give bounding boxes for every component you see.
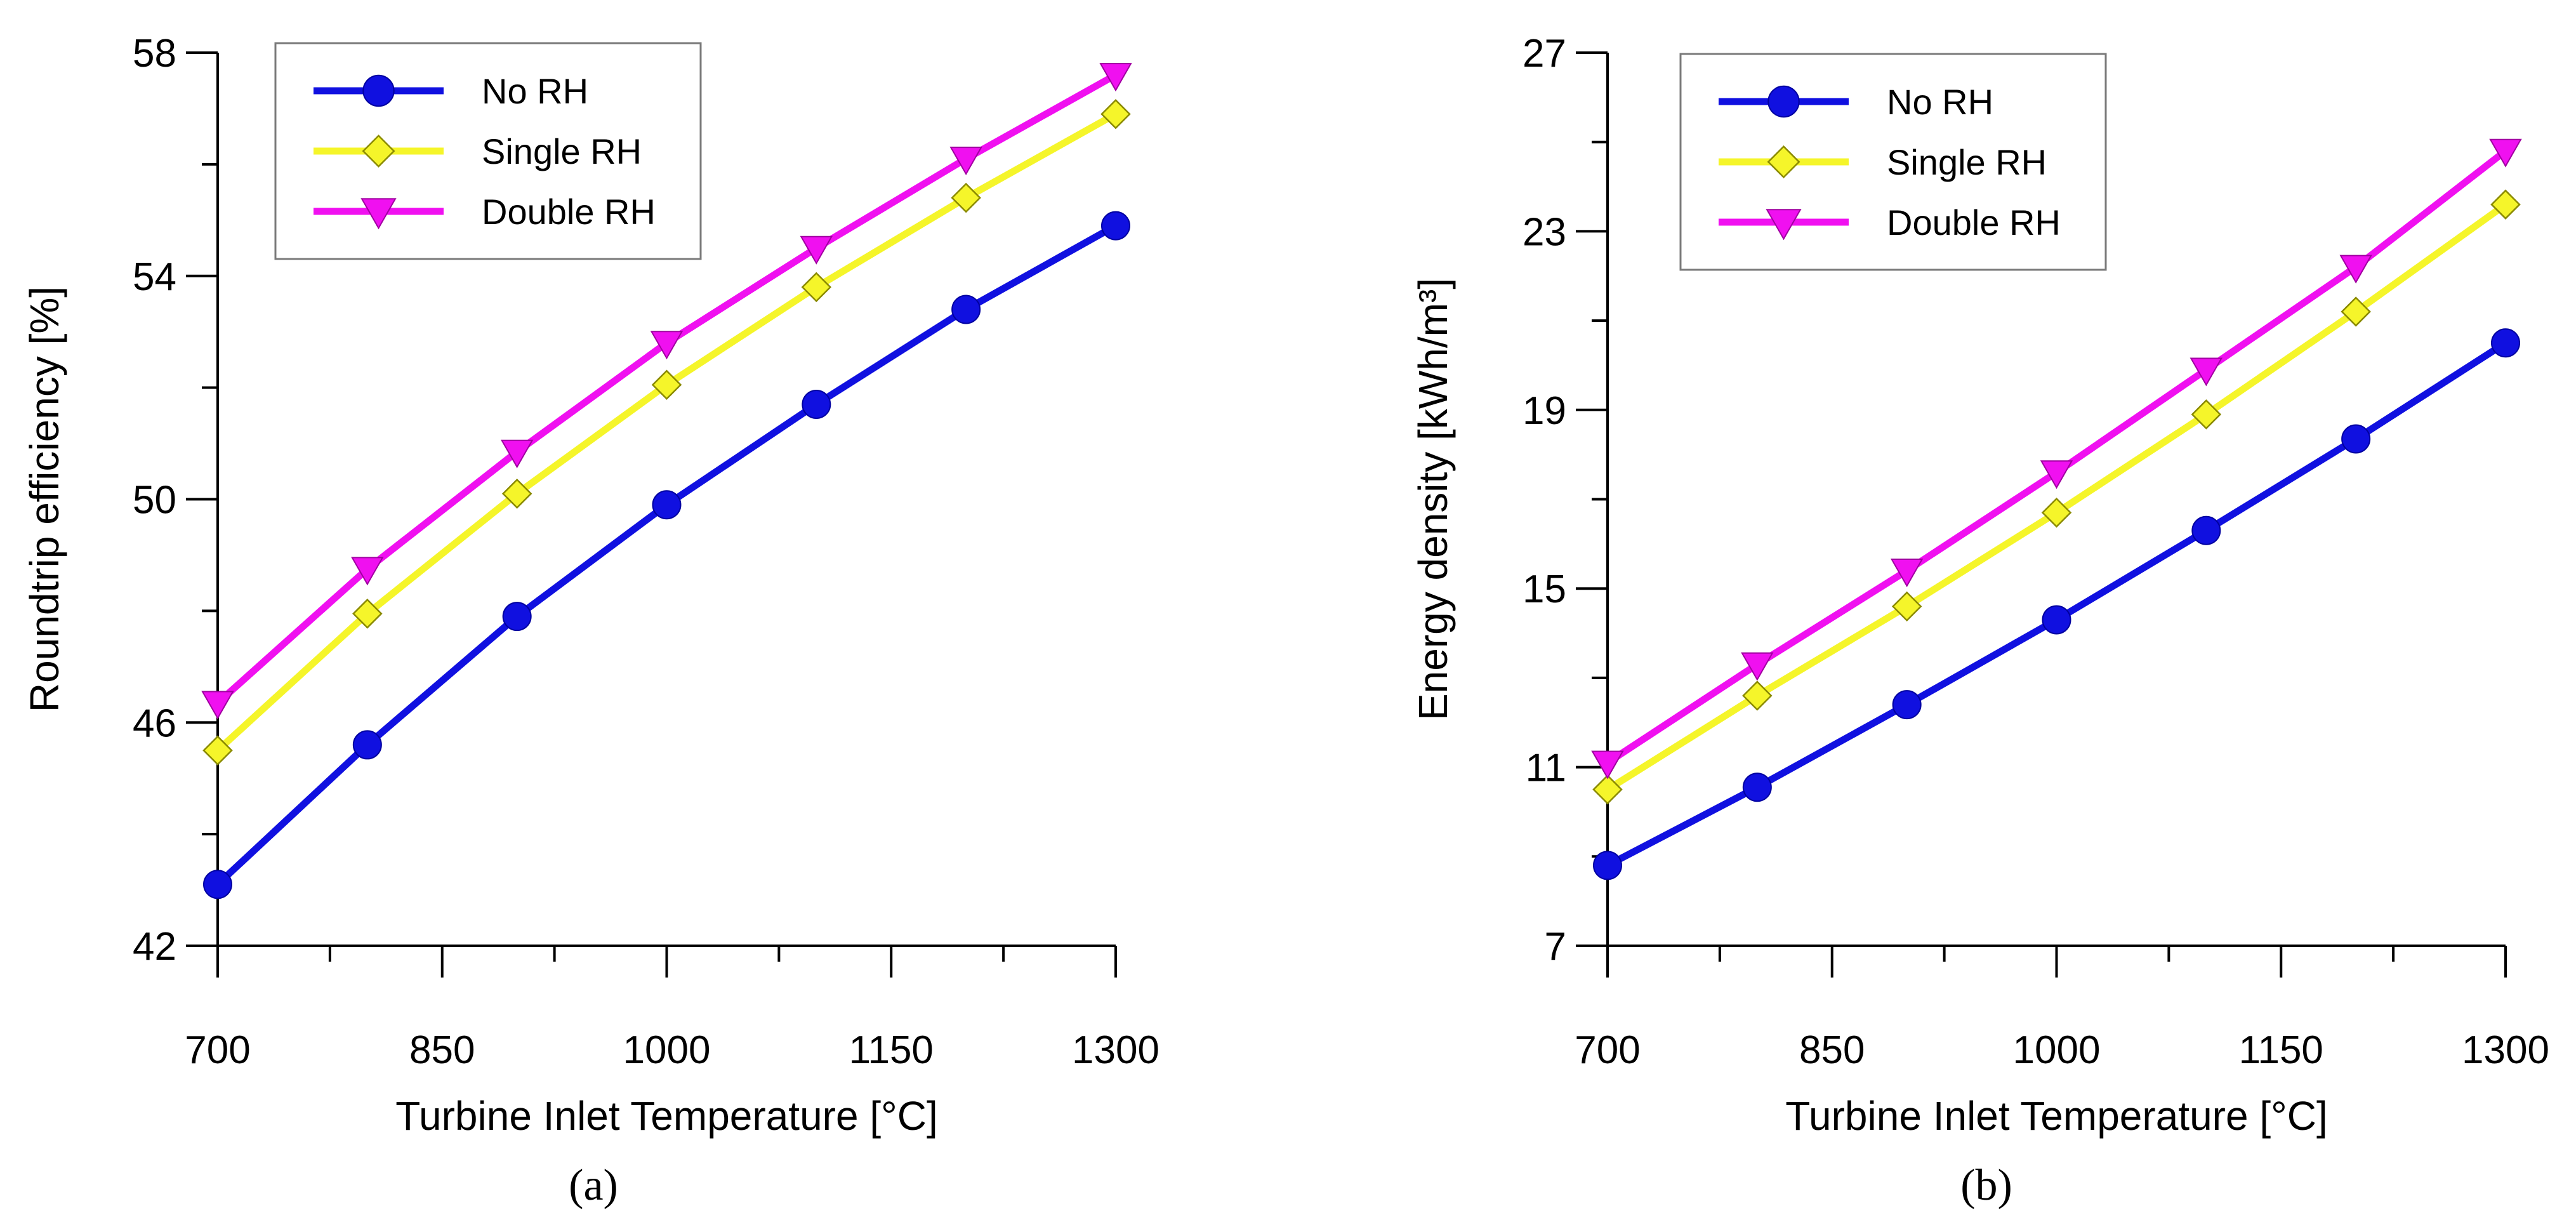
legend-label: Double RH	[482, 192, 656, 232]
series-line	[1606, 340, 2507, 869]
x-tick-label: 700	[1575, 1028, 1640, 1072]
data-point	[203, 870, 232, 899]
y-tick-label: 11	[1526, 746, 1566, 790]
y-tick-label: 46	[133, 701, 176, 745]
x-axis-title: Turbine Inlet Temperature [°C]	[1785, 1093, 2327, 1139]
panel-caption: (a)	[569, 1161, 618, 1210]
data-point	[1592, 774, 1623, 805]
series-line	[215, 222, 1118, 887]
x-tick-label: 1000	[2013, 1028, 2101, 1072]
x-tick-label: 700	[185, 1028, 250, 1072]
y-axis-title: Energy density [kWh/m³]	[1410, 278, 1456, 720]
legend-label: Single RH	[1887, 142, 2047, 182]
data-point	[652, 490, 682, 520]
data-point	[1742, 772, 1772, 802]
chart-panel-b: 7 11 15 19 23 27 700 850 1000 1150 1300 Turbine Inl…	[1410, 32, 2549, 1210]
series-line	[1606, 201, 2508, 793]
x-tick-label: 1000	[623, 1028, 711, 1072]
data-point	[352, 599, 383, 629]
y-tick-label: 15	[1522, 567, 1566, 611]
data-point	[351, 557, 384, 586]
data-point	[2191, 399, 2222, 430]
legend: No RH Single RH Double RH	[1679, 53, 2107, 271]
y-tick-label: 54	[133, 255, 176, 299]
legend-label: Double RH	[1887, 202, 2061, 242]
legend-marker	[362, 74, 395, 107]
data-point	[2489, 138, 2522, 168]
data-point	[951, 182, 981, 213]
data-point	[2041, 497, 2072, 528]
data-point	[2491, 328, 2520, 358]
legend-marker	[1766, 209, 1802, 241]
legend-marker	[360, 198, 397, 230]
data-point	[1741, 652, 1774, 681]
data-point	[650, 331, 684, 360]
data-point	[2341, 296, 2371, 327]
y-tick-label: 27	[1522, 32, 1566, 76]
data-point	[500, 439, 534, 468]
panel-caption: (b)	[1960, 1161, 2012, 1210]
y-axis-title: Roundtrip efficiency [%]	[22, 286, 67, 712]
data-point	[1890, 559, 1924, 588]
series-no-rh	[1593, 328, 2520, 880]
x-tick-label: 1300	[1072, 1028, 1159, 1072]
series-single-rh	[202, 98, 1131, 766]
data-point	[951, 295, 981, 324]
data-point	[2042, 605, 2071, 635]
data-point	[2040, 460, 2073, 489]
legend-label: No RH	[1887, 82, 1993, 122]
legend-marker	[1767, 85, 1800, 118]
y-tick-label: 50	[133, 479, 176, 522]
x-tick-label: 850	[1799, 1028, 1865, 1072]
y-tick-label: 19	[1522, 389, 1566, 433]
data-point	[1101, 211, 1130, 241]
data-point	[502, 602, 532, 632]
legend-label: No RH	[482, 71, 588, 111]
x-tick-label: 1150	[849, 1028, 934, 1072]
data-point	[1100, 98, 1131, 129]
legend: No RH Single RH Double RH	[274, 42, 702, 260]
data-point	[202, 735, 233, 766]
x-tick-label: 1300	[2462, 1028, 2549, 1072]
data-point	[1742, 680, 1773, 711]
y-tick-label: 42	[133, 925, 176, 969]
data-point	[1892, 690, 1922, 720]
x-tick-label: 1150	[2239, 1028, 2323, 1072]
data-point	[2191, 515, 2221, 545]
data-point	[2341, 424, 2371, 454]
series-no-rh	[203, 211, 1130, 899]
series-single-rh	[1592, 189, 2521, 805]
data-point	[2339, 255, 2372, 284]
legend-marker	[362, 135, 395, 168]
chart-panel-a: 42 46 50 54 58 700 850 1000 1150 1300 Turbine Inle…	[22, 32, 1159, 1210]
data-point	[1593, 851, 1622, 880]
data-point	[801, 272, 832, 303]
x-axis-title: Turbine Inlet Temperature [°C]	[395, 1093, 937, 1139]
series-double-rh	[201, 63, 1132, 720]
legend-marker	[1767, 145, 1800, 178]
y-tick-label: 7	[1545, 925, 1566, 969]
data-point	[1099, 63, 1132, 92]
data-point	[352, 730, 382, 760]
y-tick-label: 23	[1522, 210, 1566, 254]
data-point	[651, 369, 682, 400]
data-point	[201, 691, 234, 720]
y-tick-label: 58	[133, 32, 176, 76]
data-point	[802, 390, 831, 420]
x-tick-label: 850	[409, 1028, 475, 1072]
data-point	[800, 235, 833, 265]
data-point	[1891, 591, 1922, 622]
data-point	[501, 478, 532, 509]
legend-label: Single RH	[482, 131, 642, 171]
series-double-rh	[1591, 138, 2522, 779]
data-point	[2190, 357, 2223, 387]
data-point	[2490, 189, 2521, 220]
data-point	[1591, 750, 1624, 779]
data-point	[949, 147, 982, 176]
